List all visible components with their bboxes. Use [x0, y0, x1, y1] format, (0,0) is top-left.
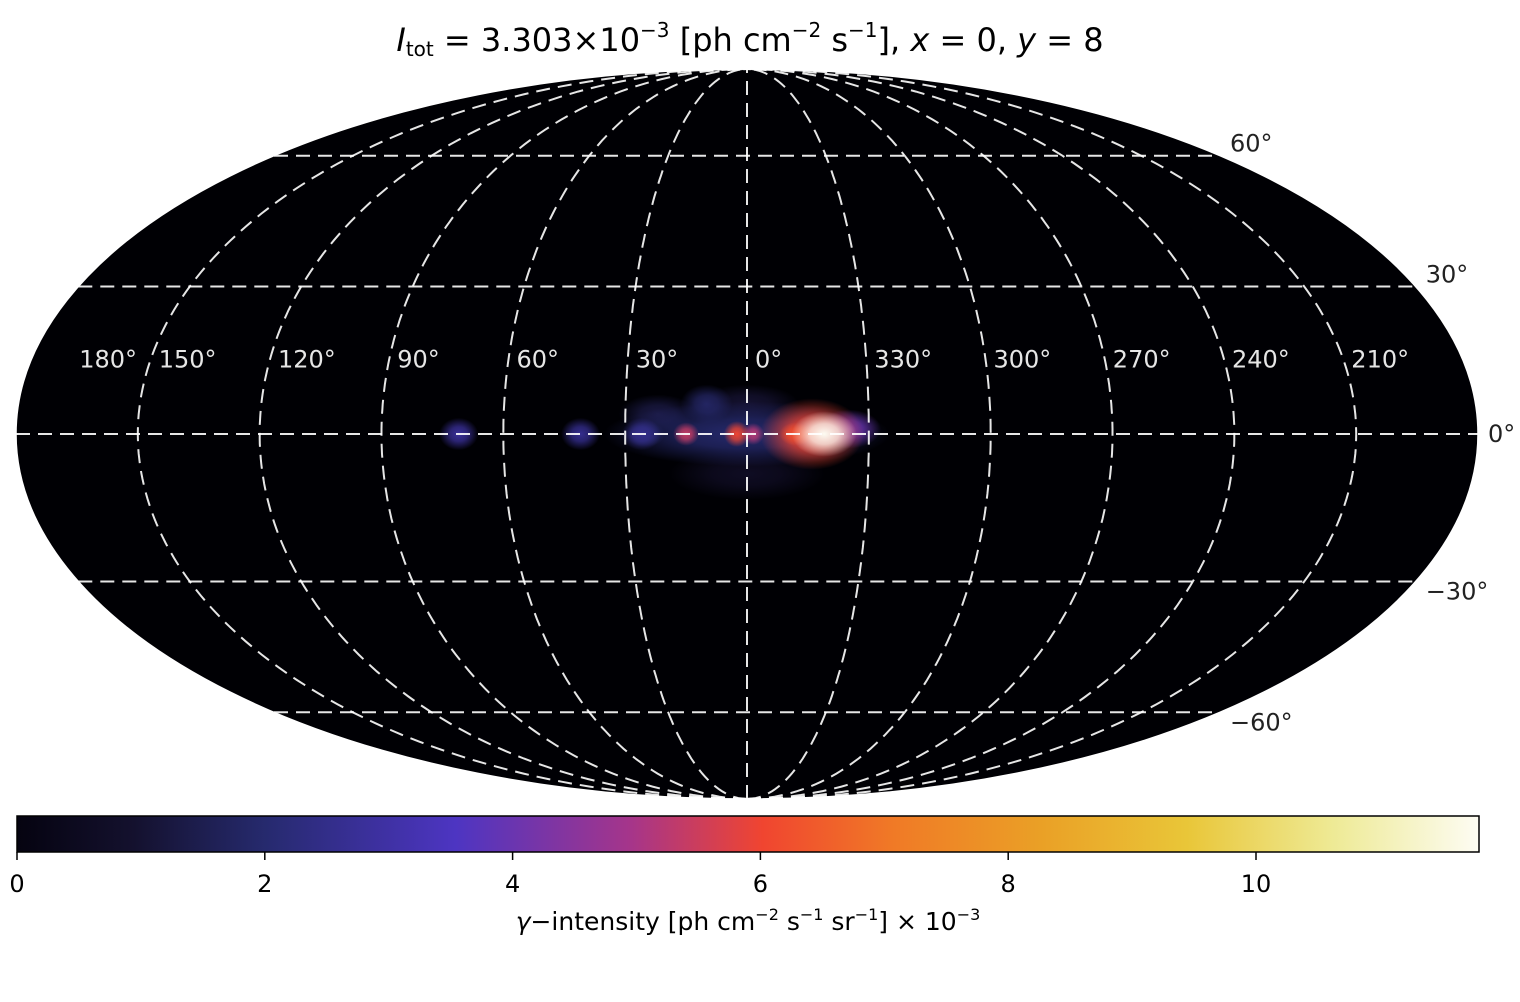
longitude-tick-label: 150°: [159, 345, 217, 373]
latitude-tick-label: −30°: [1426, 578, 1489, 606]
intensity-source: [723, 421, 750, 447]
title-x-symbol: x: [910, 21, 930, 59]
colorbar-label-text: −intensity [ph cm: [530, 907, 756, 936]
longitude-labels: 180° 150° 120° 90° 60° 30° 0° 330° 300° 270° 240° 2…: [79, 345, 1409, 373]
longitude-tick-label: 210°: [1351, 345, 1409, 373]
title-equals: =: [433, 21, 481, 59]
latitude-tick-label: 0°: [1488, 420, 1515, 448]
longitude-tick-label: 330°: [874, 345, 932, 373]
title-unit-close: ],: [877, 21, 911, 59]
intensity-source: [791, 411, 857, 457]
longitude-tick-label: 30°: [636, 345, 679, 373]
title-y-symbol: y: [1017, 21, 1037, 59]
colorbar-tick-label: 4: [505, 870, 520, 898]
colorbar-label-exponent-2: −1: [799, 905, 824, 924]
latitude-tick-label: 30°: [1426, 261, 1469, 289]
colorbar-tick-label: 10: [1241, 870, 1272, 898]
longitude-tick-label: 0°: [755, 345, 782, 373]
colorbar-tick-label: 8: [1001, 870, 1016, 898]
colorbar-label: γ−intensity [ph cm−2 s−1 sr−1] × 10−3: [0, 905, 1496, 936]
colorbar-label-symbol: γ: [515, 907, 531, 936]
colorbar-tick-label: 6: [753, 870, 768, 898]
latitude-labels: 60° 30° 0° −30° −60°: [1230, 130, 1515, 737]
title-subscript: tot: [405, 37, 434, 61]
title-x-value: = 0,: [929, 21, 1018, 59]
meridian-line: [746, 69, 992, 799]
title-unit-open: [ph cm: [669, 21, 792, 59]
title-unit-exponent-2: −1: [848, 18, 878, 42]
longitude-tick-label: 90°: [397, 345, 440, 373]
colorbar-label-mid-2: sr: [823, 907, 855, 936]
title-value: 3.303×10: [480, 21, 641, 59]
graticule: [16, 69, 1478, 799]
longitude-tick-label: 180°: [79, 345, 137, 373]
title-unit-exponent-1: −2: [791, 18, 822, 42]
colorbar-label-exponent-3: −1: [854, 905, 879, 924]
colorbar-tick-label: 0: [9, 870, 24, 898]
sky-map-border: [15, 68, 1479, 800]
latitude-tick-label: −60°: [1230, 708, 1293, 736]
meridian-line: [624, 69, 748, 799]
longitude-tick-label: 240°: [1232, 345, 1290, 373]
chart-title: Itot = 3.303×10−3 [ph cm−2 s−1], x = 0, …: [0, 18, 1500, 61]
longitude-tick-label: 270°: [1113, 345, 1171, 373]
title-unit-mid: s: [821, 21, 849, 59]
colorbar-label-mid-1: s: [778, 907, 800, 936]
longitude-tick-label: 120°: [278, 345, 336, 373]
title-y-value: = 8: [1036, 21, 1104, 59]
colorbar-tick-label: 2: [257, 870, 272, 898]
intensity-heatmap: [439, 384, 890, 500]
colorbar-label-exponent-1: −2: [755, 905, 779, 924]
colorbar-ticks: 0 2 4 6 8 10: [9, 852, 1271, 898]
longitude-tick-label: 300°: [994, 345, 1052, 373]
latitude-tick-label: 60°: [1230, 130, 1273, 158]
colorbar: [16, 815, 1480, 853]
title-symbol: I: [396, 21, 406, 59]
title-value-exponent: −3: [640, 18, 670, 42]
longitude-tick-label: 60°: [517, 345, 560, 373]
intensity-source: [561, 417, 600, 451]
colorbar-label-tail: ] × 10: [878, 907, 957, 936]
colorbar-label-exponent-4: −3: [956, 905, 981, 924]
